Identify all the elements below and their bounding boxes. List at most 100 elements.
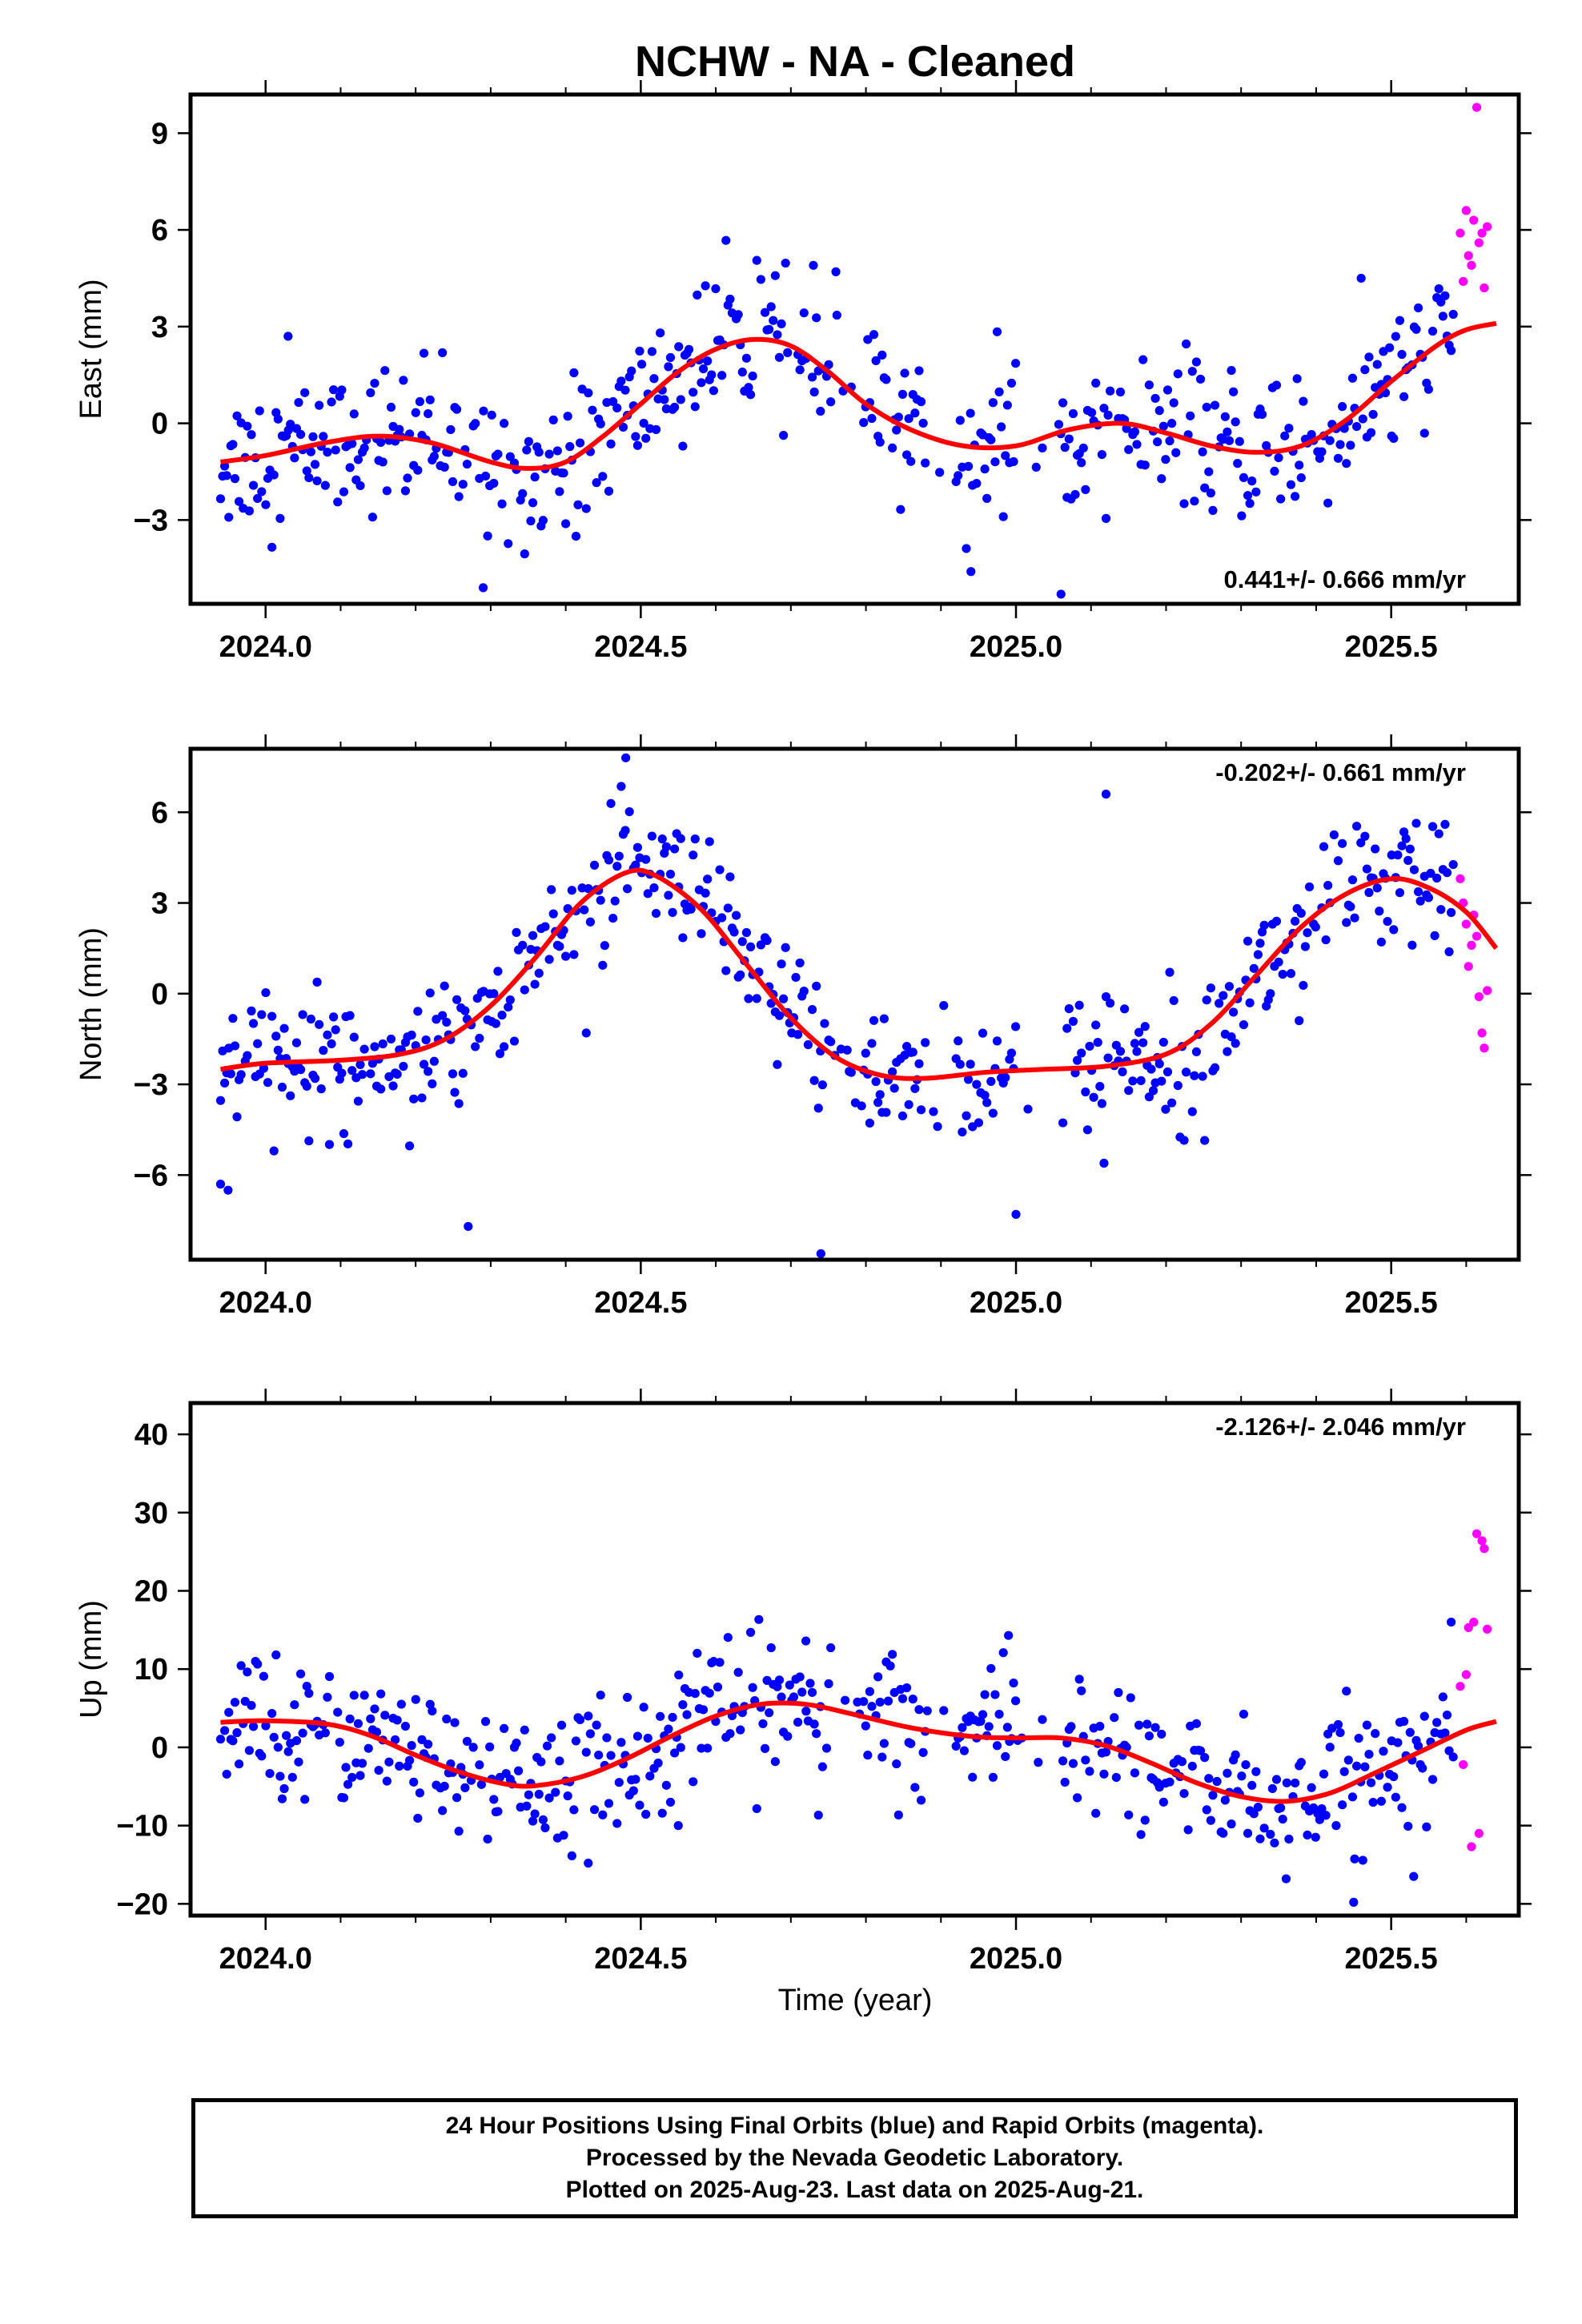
final-orbit-point xyxy=(881,1108,891,1117)
final-orbit-point xyxy=(1438,1692,1447,1702)
final-orbit-point xyxy=(892,1759,901,1769)
final-orbit-point xyxy=(649,883,659,893)
final-orbit-point xyxy=(300,1795,310,1804)
model-fit-line xyxy=(220,867,1499,1081)
rate-label: -0.202+/- 0.661 mm/yr xyxy=(1215,758,1466,786)
final-orbit-point xyxy=(668,907,677,917)
final-orbit-point xyxy=(1239,1020,1249,1030)
final-orbit-point xyxy=(561,519,571,529)
final-orbit-point xyxy=(1444,947,1454,957)
final-orbit-point xyxy=(304,472,314,483)
final-orbit-point xyxy=(863,1751,873,1760)
final-orbit-point xyxy=(731,911,741,920)
final-orbit-point xyxy=(608,913,618,923)
final-orbit-point xyxy=(765,324,774,335)
final-orbit-point xyxy=(581,1028,591,1038)
final-orbit-point xyxy=(1376,1796,1386,1806)
final-orbit-point xyxy=(357,1759,367,1768)
final-orbit-point xyxy=(259,1063,268,1073)
final-orbit-point xyxy=(841,1695,850,1705)
final-orbit-point xyxy=(1062,1023,1072,1033)
final-orbit-point xyxy=(958,1723,967,1732)
final-orbit-point xyxy=(805,1679,815,1688)
final-orbit-point xyxy=(236,1661,246,1671)
footer-caption-box: 24 Hour Positions Using Final Orbits (bl… xyxy=(191,2098,1518,2218)
final-orbit-point xyxy=(939,1706,949,1715)
final-orbit-point xyxy=(670,1748,680,1758)
final-orbit-point xyxy=(392,1069,402,1079)
rapid-orbit-point xyxy=(1472,103,1482,112)
final-orbit-point xyxy=(1303,1830,1312,1839)
final-orbit-point xyxy=(1068,408,1078,419)
final-orbit-point xyxy=(748,371,757,381)
final-orbit-point xyxy=(1200,1753,1210,1763)
final-orbit-point xyxy=(1239,472,1249,483)
final-orbit-point xyxy=(698,364,709,374)
final-orbit-point xyxy=(986,1663,996,1674)
final-orbit-point xyxy=(540,922,550,931)
final-orbit-point xyxy=(933,1122,942,1132)
rapid-orbit-point xyxy=(1461,206,1471,215)
final-orbit-point xyxy=(495,1049,505,1059)
final-orbit-point xyxy=(302,466,311,476)
final-orbit-point xyxy=(1054,420,1064,429)
final-orbit-point xyxy=(908,1047,917,1057)
final-orbit-point xyxy=(1091,1020,1101,1030)
y-tick-label: 0 xyxy=(151,408,168,441)
final-orbit-point xyxy=(636,360,647,369)
final-orbit-point xyxy=(773,1059,782,1069)
final-orbit-point xyxy=(1405,1727,1415,1737)
final-orbit-point xyxy=(1101,1747,1111,1757)
final-orbit-point xyxy=(1146,1064,1156,1074)
final-orbit-point xyxy=(632,1731,643,1741)
final-orbit-point xyxy=(286,1091,295,1100)
final-orbit-point xyxy=(1060,1777,1070,1787)
final-orbit-point xyxy=(781,943,790,952)
final-orbit-point xyxy=(1364,887,1374,898)
final-orbit-point xyxy=(1124,1810,1134,1819)
final-orbit-point xyxy=(1405,844,1415,854)
final-orbit-point xyxy=(544,955,554,964)
rate-label: -2.126+/- 2.046 mm/yr xyxy=(1215,1413,1466,1441)
final-orbit-point xyxy=(1002,1723,1012,1732)
final-orbit-point xyxy=(1169,995,1178,1006)
panel-3: 2024.0 2024.5 2025.0 2025.5 −20 −10 0 10 20 30 40 U… xyxy=(74,1389,1532,1976)
final-orbit-point xyxy=(475,1760,484,1770)
final-orbit-point xyxy=(1347,373,1358,383)
final-orbit-point xyxy=(1081,1087,1090,1097)
rapid-orbit-point xyxy=(1469,215,1479,225)
final-orbit-point xyxy=(859,418,869,428)
final-orbit-point xyxy=(1066,1722,1076,1731)
final-orbit-point xyxy=(563,412,572,421)
final-orbit-point xyxy=(793,1030,803,1039)
final-orbit-point xyxy=(1223,1768,1232,1778)
final-orbit-point xyxy=(1338,838,1347,848)
final-orbit-point xyxy=(966,408,975,418)
chart-title: NCHW - NA - Cleaned xyxy=(635,38,1075,86)
final-orbit-point xyxy=(1364,1749,1374,1759)
final-orbit-point xyxy=(988,1772,998,1782)
final-orbit-point xyxy=(327,1039,336,1049)
final-orbit-point xyxy=(1411,324,1421,334)
final-orbit-point xyxy=(1391,332,1400,341)
final-orbit-point xyxy=(349,409,359,419)
final-orbit-point xyxy=(990,1690,1000,1699)
rapid-orbit-point xyxy=(1456,874,1465,883)
final-orbit-point xyxy=(721,966,731,975)
final-orbit-point xyxy=(353,1719,363,1728)
final-orbit-point xyxy=(877,1752,887,1762)
final-orbit-point xyxy=(255,406,264,416)
rapid-orbit-point xyxy=(1464,962,1473,971)
final-orbit-point xyxy=(962,544,971,553)
final-orbit-point xyxy=(319,432,328,441)
final-orbit-point xyxy=(1106,386,1115,396)
final-orbit-point xyxy=(801,1636,811,1646)
final-orbit-point xyxy=(777,959,786,969)
final-orbit-point xyxy=(1070,489,1080,500)
final-orbit-point xyxy=(1227,1032,1236,1042)
final-orbit-point xyxy=(701,281,710,291)
final-orbit-point xyxy=(635,346,644,356)
final-orbit-point xyxy=(1190,1071,1199,1080)
final-orbit-point xyxy=(831,267,841,276)
final-orbit-point xyxy=(544,449,554,459)
